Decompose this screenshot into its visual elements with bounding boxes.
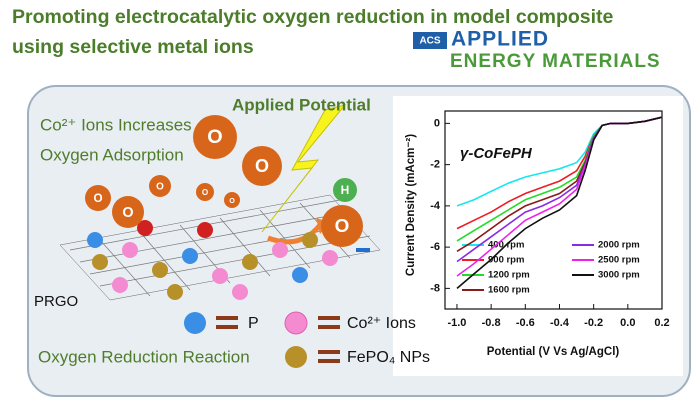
x-tick-label: -0.6 xyxy=(516,317,535,329)
equals-sign xyxy=(216,316,238,329)
p-atom xyxy=(184,312,206,334)
illustration: Co²⁺ Ions Increases Oxygen Adsorption Ap… xyxy=(34,95,430,368)
equals-sign xyxy=(318,316,340,329)
logo-line: APPLIED xyxy=(451,28,549,51)
atom xyxy=(152,262,168,278)
atom xyxy=(272,242,288,258)
atom xyxy=(182,248,198,264)
y-tick-label: -6 xyxy=(430,241,440,253)
x-tick-label: 0.2 xyxy=(654,317,669,329)
x-tick-label: -0.4 xyxy=(550,317,570,329)
illustration-label: Oxygen Adsorption xyxy=(40,145,184,164)
oxygen-symbol: O xyxy=(93,192,102,205)
y-tick-label: -2 xyxy=(430,159,440,171)
chart-background xyxy=(393,96,683,376)
atom xyxy=(232,284,248,300)
illustration-label: PRGO xyxy=(34,293,78,310)
y-tick-label: -8 xyxy=(430,282,440,294)
logo-box xyxy=(413,32,447,49)
legend-label: P xyxy=(248,315,259,332)
legend-label: 1200 rpm xyxy=(488,270,530,281)
legend-label: 900 rpm xyxy=(488,255,524,266)
logo-line: ENERGY MATERIALS xyxy=(450,51,661,72)
x-tick-label: -0.8 xyxy=(482,317,501,329)
illustration-label: Oxygen Reduction Reaction xyxy=(38,347,250,366)
oxygen-symbol: O xyxy=(335,216,350,237)
logo-acs: ACS xyxy=(419,36,440,47)
oxygen-symbol: O xyxy=(156,182,164,193)
oxygen-symbol: O xyxy=(207,126,222,148)
legend-label: FePO₄ NPs xyxy=(347,349,430,366)
atom xyxy=(137,220,153,236)
oxygen-atom xyxy=(196,183,214,201)
atom xyxy=(242,254,258,270)
x-tick-label: 0.0 xyxy=(620,317,635,329)
graphene-sheet xyxy=(59,194,381,301)
title-line: Promoting electrocatalytic oxygen reduct… xyxy=(12,6,614,28)
equals-sign xyxy=(318,350,340,363)
legend-label: 2000 rpm xyxy=(598,240,640,251)
atom xyxy=(292,267,308,283)
x-tick-label: -1.0 xyxy=(447,317,466,329)
y-axis-label: Current Density (mAcm⁻²) xyxy=(405,134,417,276)
oxygen-atom xyxy=(224,192,240,208)
oxygen-atom xyxy=(85,185,111,211)
plot-frame xyxy=(444,110,663,310)
oxygen-symbol: O xyxy=(229,196,235,205)
minus-sign xyxy=(356,248,370,252)
legend-label: 1600 rpm xyxy=(488,285,530,296)
legend-label: 3000 rpm xyxy=(598,270,640,281)
atom xyxy=(122,242,138,258)
title-line: using selective metal ions xyxy=(12,36,254,58)
atom xyxy=(322,250,338,266)
oxygen-atom xyxy=(149,175,171,197)
oxygen-atom xyxy=(321,205,363,247)
atom xyxy=(112,277,128,293)
y-tick-label: -4 xyxy=(430,200,441,212)
oxygen-symbol: O xyxy=(255,156,269,176)
legend-label: Co²⁺ Ions xyxy=(347,315,416,332)
chart-annotation: γ-CoFePH xyxy=(460,145,533,162)
legend-label: 2500 rpm xyxy=(598,255,640,266)
x-axis-label: Potential (V Vs Ag/AgCl) xyxy=(487,346,620,358)
lightning-bolt xyxy=(261,104,347,233)
x-tick-label: -0.2 xyxy=(584,317,603,329)
arrow xyxy=(267,223,322,245)
illustration-label: Co²⁺ Ions Increases xyxy=(40,115,192,134)
atom xyxy=(87,232,103,248)
data-line xyxy=(456,116,663,290)
atom xyxy=(167,284,183,300)
atom xyxy=(212,268,228,284)
oxygen-atom xyxy=(193,115,237,159)
hydrogen-symbol: H xyxy=(341,183,350,197)
oxygen-symbol: O xyxy=(122,205,133,221)
atom xyxy=(92,254,108,270)
atom xyxy=(302,232,318,248)
y-tick-label: 0 xyxy=(434,117,440,129)
atom xyxy=(197,222,213,238)
co-ion xyxy=(284,311,308,335)
hydrogen-atom xyxy=(333,178,357,202)
oxygen-atom xyxy=(242,146,282,186)
fepo4-np xyxy=(285,346,307,368)
oxygen-symbol: O xyxy=(202,188,208,197)
oxygen-atom xyxy=(112,196,144,228)
illustration-label: Applied Potential xyxy=(232,95,371,114)
